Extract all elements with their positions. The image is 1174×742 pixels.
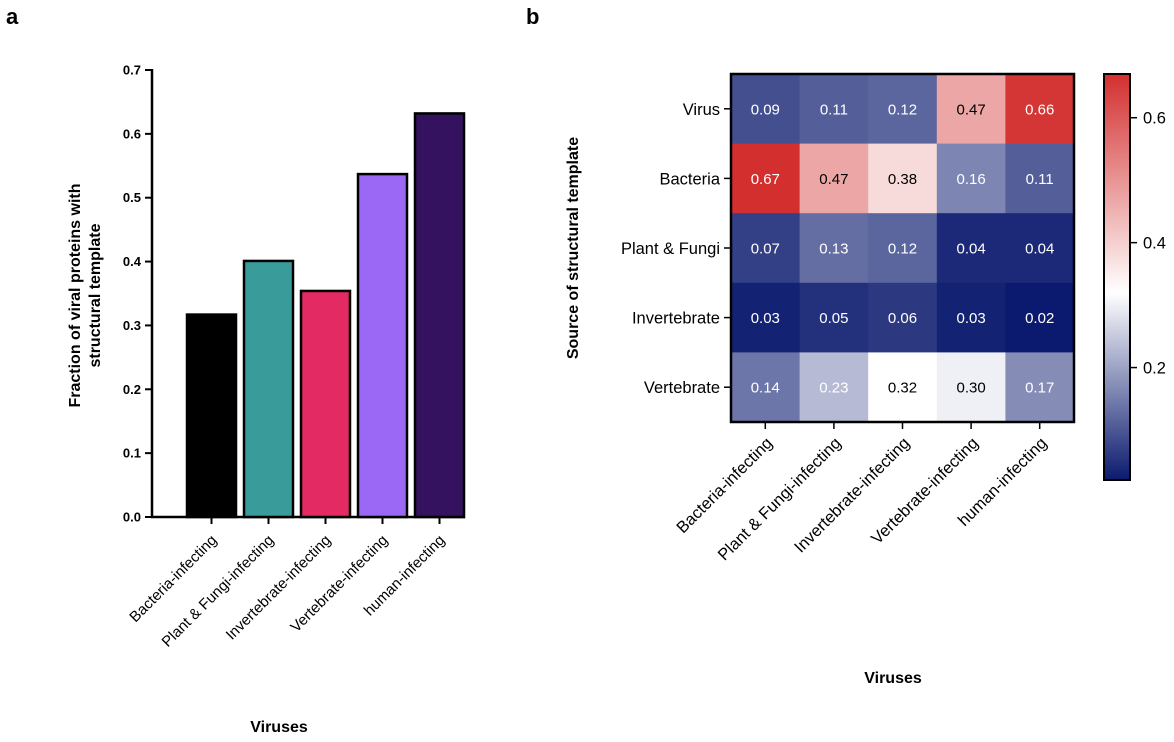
heatmap-cell-label: 0.09 bbox=[751, 101, 780, 118]
heatmap-cell bbox=[936, 352, 1006, 423]
panel-letter-b: b bbox=[526, 4, 540, 29]
y-tick-label: 0.1 bbox=[123, 446, 141, 461]
heatmap-cell-label: 0.04 bbox=[956, 241, 985, 258]
heatmap-cell bbox=[731, 74, 801, 145]
y-category-label: Plant & Fungi bbox=[621, 240, 720, 258]
heatmap-cell-label: 0.03 bbox=[956, 310, 985, 327]
heatmap-cell bbox=[936, 143, 1006, 214]
colorbar bbox=[1103, 73, 1131, 481]
heatmap-cell-label: 0.12 bbox=[888, 101, 917, 118]
heatmap-cell bbox=[799, 352, 869, 423]
heatmap-cell bbox=[868, 282, 938, 353]
heatmap-cell-label: 0.07 bbox=[751, 241, 780, 258]
colorbar-tick-label: 0.6 bbox=[1143, 110, 1166, 128]
y-tick-label: 0.6 bbox=[123, 126, 141, 141]
heatmap-cell-label: 0.23 bbox=[819, 380, 848, 397]
y-tick-label: 0.5 bbox=[123, 190, 141, 205]
heatmap-cell bbox=[799, 143, 869, 214]
heatmap-cell bbox=[868, 74, 938, 145]
x-axis-label: Viruses bbox=[864, 670, 922, 687]
heatmap-cell bbox=[799, 74, 869, 145]
heatmap-cell bbox=[936, 74, 1006, 145]
heatmap-cell bbox=[868, 352, 938, 423]
y-axis-label-line: structural template bbox=[87, 223, 104, 367]
y-tick-label: 0.0 bbox=[123, 510, 141, 525]
y-category-label: Invertebrate bbox=[632, 310, 720, 328]
y-axis-label: Fraction of viral proteins with structura… bbox=[67, 183, 104, 407]
x-axis-label: Viruses bbox=[250, 719, 308, 736]
y-tick-label: 0.3 bbox=[123, 318, 141, 333]
heatmap-cell-label: 0.12 bbox=[888, 241, 917, 258]
heatmap-cell-label: 0.30 bbox=[956, 380, 985, 397]
y-tick-label: 0.2 bbox=[123, 382, 141, 397]
x-category-label: Invertebrate-infecting bbox=[791, 434, 913, 556]
bar bbox=[413, 112, 466, 519]
heatmap-cell-label: 0.03 bbox=[751, 310, 780, 327]
heatmap-cell bbox=[1005, 352, 1075, 423]
heatmap-cell bbox=[936, 213, 1006, 284]
x-tick-label: Invertebrate-infecting bbox=[223, 532, 335, 644]
heatmap-cell-label: 0.32 bbox=[888, 380, 917, 397]
colorbar-tick-label: 0.4 bbox=[1143, 235, 1166, 253]
y-tick-label: 0.4 bbox=[123, 254, 142, 269]
heatmap-cell-label: 0.14 bbox=[751, 380, 780, 397]
heatmap-cell-label: 0.38 bbox=[888, 171, 917, 188]
heatmap-cell-label: 0.02 bbox=[1025, 310, 1054, 327]
bar bbox=[242, 259, 295, 519]
heatmap-cell-label: 0.47 bbox=[819, 171, 848, 188]
y-axis-label: Source of structural template bbox=[565, 137, 582, 359]
heatmap-cell bbox=[1005, 74, 1075, 145]
heatmap-cell bbox=[868, 143, 938, 214]
bar bbox=[356, 172, 409, 519]
heatmap-cell bbox=[731, 352, 801, 423]
heatmap-chart: 0.09 0.11 0.12 0.47 0.66 0.67 0.47 0.38 0.16 0.11… bbox=[565, 72, 1166, 687]
x-tick-label: Plant & Fungi-infecting bbox=[159, 532, 278, 651]
heatmap-cell bbox=[1005, 213, 1075, 284]
heatmap-cell bbox=[731, 143, 801, 214]
bar-chart: 0.00.10.20.30.40.50.60.7Bacteria-infecti… bbox=[67, 63, 466, 736]
heatmap-cell-label: 0.47 bbox=[956, 101, 985, 118]
heatmap-cell bbox=[731, 213, 801, 284]
heatmap-cell bbox=[1005, 282, 1075, 353]
heatmap-cell-label: 0.66 bbox=[1025, 101, 1054, 118]
heatmap-cell bbox=[799, 213, 869, 284]
heatmap-cell-label: 0.04 bbox=[1025, 241, 1054, 258]
y-category-label: Virus bbox=[683, 101, 720, 119]
heatmap-cell bbox=[731, 282, 801, 353]
x-category-label: Plant & Fungi-infecting bbox=[715, 434, 845, 564]
heatmap-cell bbox=[936, 282, 1006, 353]
bar bbox=[299, 289, 352, 519]
heatmap-cell-label: 0.17 bbox=[1025, 380, 1054, 397]
bar bbox=[185, 313, 238, 519]
y-tick-label: 0.7 bbox=[123, 63, 141, 78]
heatmap-cell-label: 0.16 bbox=[956, 171, 985, 188]
heatmap-cell-label: 0.11 bbox=[1026, 171, 1054, 188]
heatmap-cell-label: 0.06 bbox=[888, 310, 917, 327]
panel-letter-a: a bbox=[6, 4, 19, 29]
heatmap-cell bbox=[868, 213, 938, 284]
y-axis-label-line: Fraction of viral proteins with bbox=[67, 183, 84, 407]
x-tick-label: Vertebrate-infecting bbox=[287, 532, 391, 636]
colorbar-tick-label: 0.2 bbox=[1143, 360, 1166, 378]
heatmap-cell-label: 0.13 bbox=[819, 241, 848, 258]
heatmap-cell-label: 0.11 bbox=[820, 101, 848, 118]
y-category-label: Bacteria bbox=[659, 170, 720, 188]
heatmap-cell-label: 0.67 bbox=[751, 171, 780, 188]
heatmap-cell bbox=[799, 282, 869, 353]
heatmap-cell-label: 0.05 bbox=[819, 310, 848, 327]
y-category-label: Vertebrate bbox=[644, 379, 720, 397]
heatmap-cell bbox=[1005, 143, 1075, 214]
